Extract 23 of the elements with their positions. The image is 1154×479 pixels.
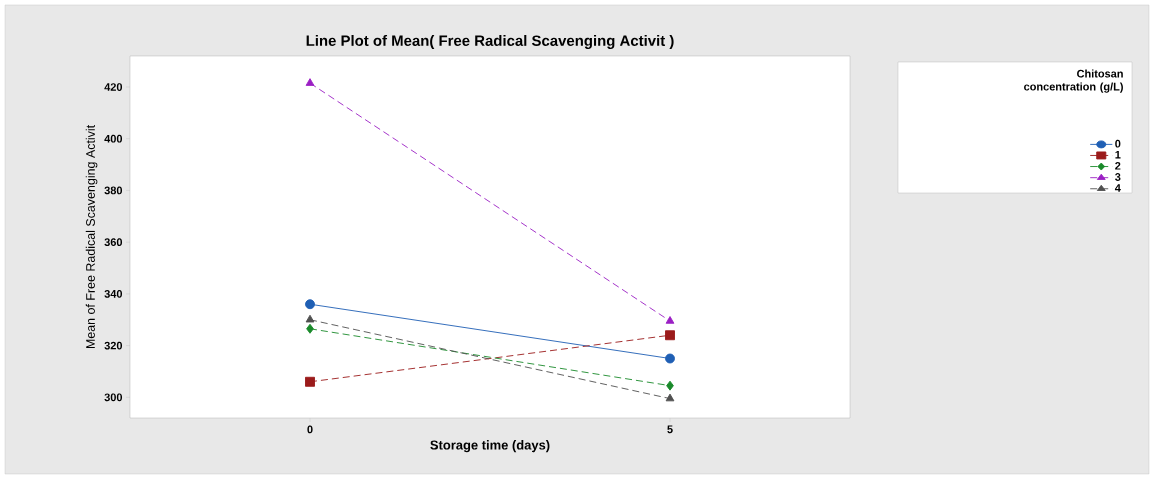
- point: [666, 380, 674, 391]
- point: [305, 299, 315, 310]
- legend-label: 2: [1115, 161, 1121, 170]
- point: [665, 330, 675, 341]
- legend-label: 4: [1114, 184, 1121, 192]
- legend-label: 3: [1115, 173, 1121, 181]
- y-tick-label: 340: [104, 290, 123, 298]
- point: [305, 376, 315, 387]
- chart-title: Line Plot of Mean( Free Radical Scavenging Activit ): [306, 34, 674, 49]
- y-tick-label: 300: [104, 393, 123, 402]
- x-tick-label: 5: [667, 425, 673, 434]
- legend-label: 1: [1115, 150, 1121, 159]
- y-axis-title: Mean of Free Radical Scavenging Activit: [85, 124, 98, 349]
- y-tick-label: 320: [104, 341, 123, 350]
- legend-title: Chitosan concentration (g/L): [1024, 69, 1123, 93]
- y-tick-label: 360: [104, 238, 123, 247]
- y-tick-label: 420: [104, 83, 123, 91]
- point: [306, 323, 314, 334]
- legend-label: 0: [1115, 139, 1121, 148]
- point: [665, 353, 675, 364]
- y-tick-label: 380: [104, 186, 123, 195]
- y-tick-label: 400: [104, 134, 123, 143]
- x-axis-title: Storage time (days): [430, 440, 550, 453]
